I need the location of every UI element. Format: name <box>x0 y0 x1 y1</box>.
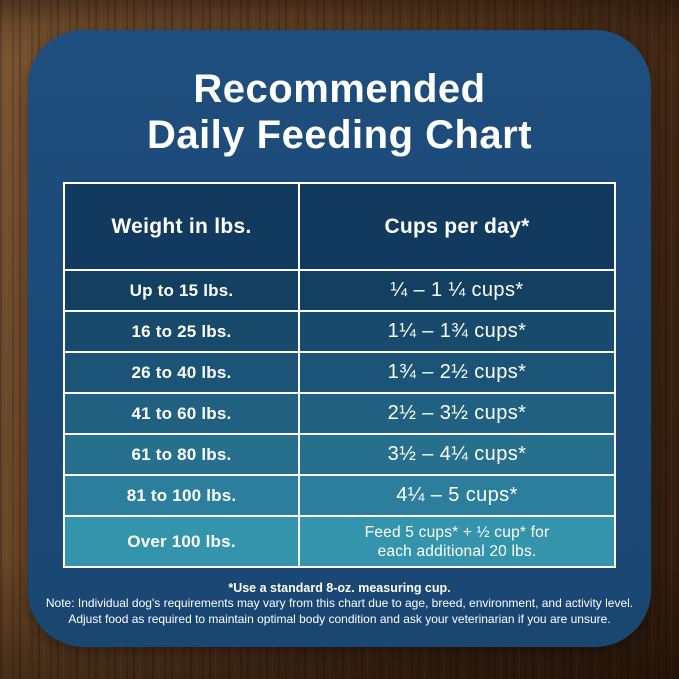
weight-cell: Over 100 lbs. <box>65 517 300 566</box>
page-title: Recommended Daily Feeding Chart <box>28 30 651 158</box>
weight-cell: 26 to 40 lbs. <box>65 353 300 392</box>
header-weight-column: Weight in lbs. <box>65 184 300 269</box>
feeding-table: Weight in lbs. Cups per day* Up to 15 lb… <box>63 182 616 568</box>
cups-cell: Feed 5 cups* + ½ cup* for each additional… <box>300 517 614 566</box>
table-row: 41 to 60 lbs. 2½ – 3½ cups* <box>65 392 614 433</box>
variance-note-line-2: Adjust food as required to maintain opti… <box>68 611 611 626</box>
measuring-cup-note: *Use a standard 8-oz. measuring cup. <box>228 581 451 595</box>
table-row: 16 to 25 lbs. 1¼ – 1¾ cups* <box>65 310 614 351</box>
weight-cell: 16 to 25 lbs. <box>65 312 300 351</box>
cups-cell: 4¼ – 5 cups* <box>396 484 518 506</box>
footnotes: *Use a standard 8-oz. measuring cup. Not… <box>32 581 647 627</box>
cups-cell-line: each additional 20 lbs. <box>377 542 537 560</box>
title-line-2: Daily Feeding Chart <box>146 113 533 157</box>
table-body: Up to 15 lbs. ¼ – 1 ¼ cups* 16 to 25 lbs. 1… <box>65 269 614 566</box>
table-header-row: Weight in lbs. Cups per day* <box>65 184 614 269</box>
weight-cell: 81 to 100 lbs. <box>65 476 300 515</box>
title-line-1: Recommended <box>193 67 486 111</box>
cups-cell-line: Feed 5 cups* + ½ cup* for <box>364 523 550 541</box>
weight-cell: 61 to 80 lbs. <box>65 435 300 474</box>
table-row: Up to 15 lbs. ¼ – 1 ¼ cups* <box>65 269 614 310</box>
weight-cell: Up to 15 lbs. <box>65 271 300 310</box>
table-row: 61 to 80 lbs. 3½ – 4¼ cups* <box>65 433 614 474</box>
cups-cell: 1¾ – 2½ cups* <box>387 361 527 383</box>
cups-cell: 1¼ – 1¾ cups* <box>387 320 527 342</box>
cups-cell: 2½ – 3½ cups* <box>387 402 527 424</box>
feeding-chart-panel: Recommended Daily Feeding Chart Weight i… <box>28 30 651 647</box>
table-row: 26 to 40 lbs. 1¾ – 2½ cups* <box>65 351 614 392</box>
cups-cell: 3½ – 4¼ cups* <box>387 443 527 465</box>
cups-cell: ¼ – 1 ¼ cups* <box>390 279 524 301</box>
table-row: 81 to 100 lbs. 4¼ – 5 cups* <box>65 474 614 515</box>
header-cups-column: Cups per day* <box>384 214 530 238</box>
table-row: Over 100 lbs. Feed 5 cups* + ½ cup* for ea… <box>65 515 614 566</box>
variance-note-line-1: Note: Individual dog's requirements may … <box>45 596 634 610</box>
weight-cell: 41 to 60 lbs. <box>65 394 300 433</box>
